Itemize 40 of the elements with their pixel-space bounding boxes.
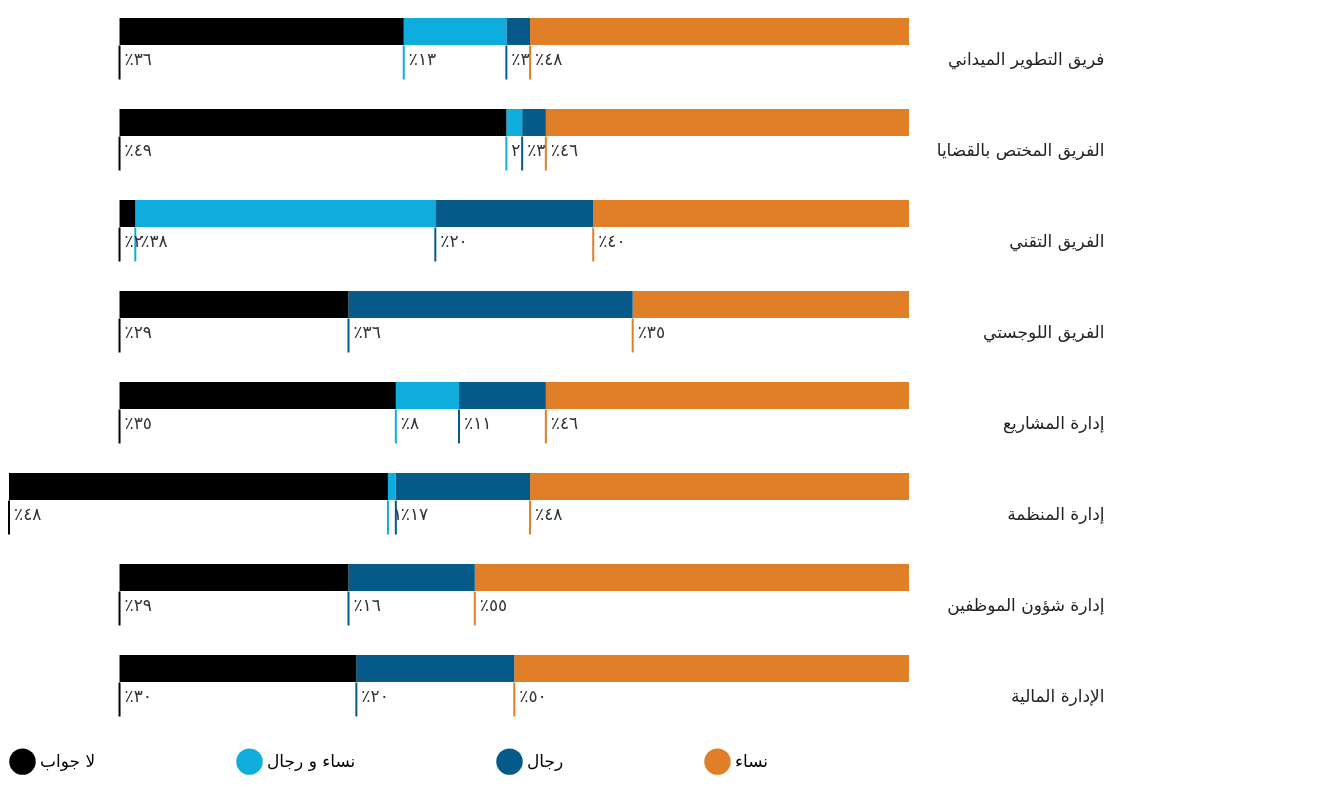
y-tick-label: الفريق التقني: [1009, 230, 1105, 252]
data-label: ٪٢٩: [124, 594, 152, 615]
data-label: ٪٤٩: [124, 139, 152, 160]
data-label: ٪٢٠: [361, 685, 389, 706]
data-label: ٪١٣: [408, 48, 437, 69]
legend-label: لا جواب: [40, 750, 96, 771]
y-tick-label: إدارة المشاريع: [1002, 412, 1105, 434]
data-label: ٪٢٠: [440, 230, 468, 251]
y-tick-label: إدارة المنظمة: [1007, 503, 1105, 524]
data-label: ٪٥٥: [479, 594, 508, 615]
data-label: ٪٣٥: [124, 412, 152, 433]
y-tick-label: الإدارة المالية: [1010, 685, 1105, 706]
y-tick-label: فريق التطوير الميداني: [947, 48, 1105, 70]
data-label: ٪٣٦: [124, 48, 152, 69]
y-tick-label: الفريق المختص بالقضايا: [936, 139, 1105, 160]
data-label: ٪٣٦: [353, 321, 381, 342]
data-label: ٪١١: [464, 412, 492, 433]
y-tick-label: الفريق اللوجستي: [983, 321, 1105, 343]
data-label: ٪٣٥: [637, 321, 666, 342]
data-label: ٪١٦: [353, 594, 381, 615]
data-label: ٪٣٨: [140, 230, 168, 251]
legend-label: رجال: [527, 750, 564, 771]
data-label: ٪٤٦: [550, 139, 579, 160]
data-label: ٪١٧: [400, 503, 429, 524]
data-label: ٪٤٦: [550, 412, 579, 433]
data-label: ٪٢٩: [124, 321, 152, 342]
data-label: ٪٣٠: [124, 685, 152, 706]
data-label: ٪٤٠: [598, 230, 626, 251]
data-label: ٪٣: [511, 48, 530, 69]
data-label: ٪٤٨: [535, 503, 563, 524]
legend-label: نساء و رجال: [267, 750, 356, 771]
y-tick-label: إدارة شؤون الموظفين: [947, 594, 1105, 615]
data-label: ٪٤٨: [14, 503, 42, 524]
data-label: ٪٨: [400, 412, 420, 433]
data-label: ١: [392, 503, 403, 524]
data-label: ٪٣: [527, 139, 546, 160]
data-label: ٪٥٠: [519, 685, 547, 706]
legend-label: نساء: [735, 750, 769, 771]
data-label: ٪٤٨: [535, 48, 563, 69]
data-label: ٢: [511, 139, 521, 160]
